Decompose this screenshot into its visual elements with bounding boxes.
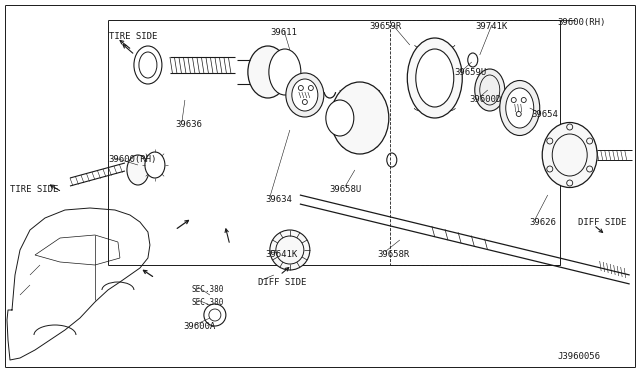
Ellipse shape <box>500 80 540 135</box>
Ellipse shape <box>475 69 505 111</box>
Ellipse shape <box>145 152 165 178</box>
Ellipse shape <box>331 82 389 154</box>
Text: 39626: 39626 <box>530 218 557 227</box>
Text: 39634: 39634 <box>265 195 292 204</box>
Text: SEC.380: SEC.380 <box>192 285 224 294</box>
Ellipse shape <box>270 230 310 270</box>
Ellipse shape <box>248 46 288 98</box>
Ellipse shape <box>127 155 149 185</box>
Text: TIRE SIDE: TIRE SIDE <box>10 185 58 194</box>
Text: TIRE SIDE: TIRE SIDE <box>109 32 157 41</box>
Text: 39641K: 39641K <box>265 250 297 259</box>
Text: 39658R: 39658R <box>378 250 410 259</box>
Ellipse shape <box>407 38 462 118</box>
Text: 39600A: 39600A <box>183 322 215 331</box>
Text: DIFF SIDE: DIFF SIDE <box>578 218 626 227</box>
Text: SEC.380: SEC.380 <box>192 298 224 307</box>
Text: 39611: 39611 <box>270 28 297 37</box>
Ellipse shape <box>286 73 324 117</box>
Text: DIFF SIDE: DIFF SIDE <box>258 278 307 287</box>
Ellipse shape <box>506 88 534 128</box>
Ellipse shape <box>204 304 226 326</box>
Text: 39600D: 39600D <box>470 95 502 104</box>
Text: 39659R: 39659R <box>370 22 402 31</box>
Ellipse shape <box>134 46 162 84</box>
Ellipse shape <box>269 49 301 95</box>
Text: 39600(RH): 39600(RH) <box>557 18 606 27</box>
Text: 39659U: 39659U <box>455 68 487 77</box>
Ellipse shape <box>416 49 454 107</box>
Text: 39600(RH): 39600(RH) <box>108 155 156 164</box>
Text: 39636: 39636 <box>175 120 202 129</box>
Text: 39654: 39654 <box>532 110 559 119</box>
Text: 39658U: 39658U <box>330 185 362 194</box>
Text: J3960056: J3960056 <box>557 352 601 361</box>
Text: 39741K: 39741K <box>476 22 508 31</box>
Ellipse shape <box>542 122 597 187</box>
Ellipse shape <box>326 100 354 136</box>
Ellipse shape <box>292 79 318 111</box>
